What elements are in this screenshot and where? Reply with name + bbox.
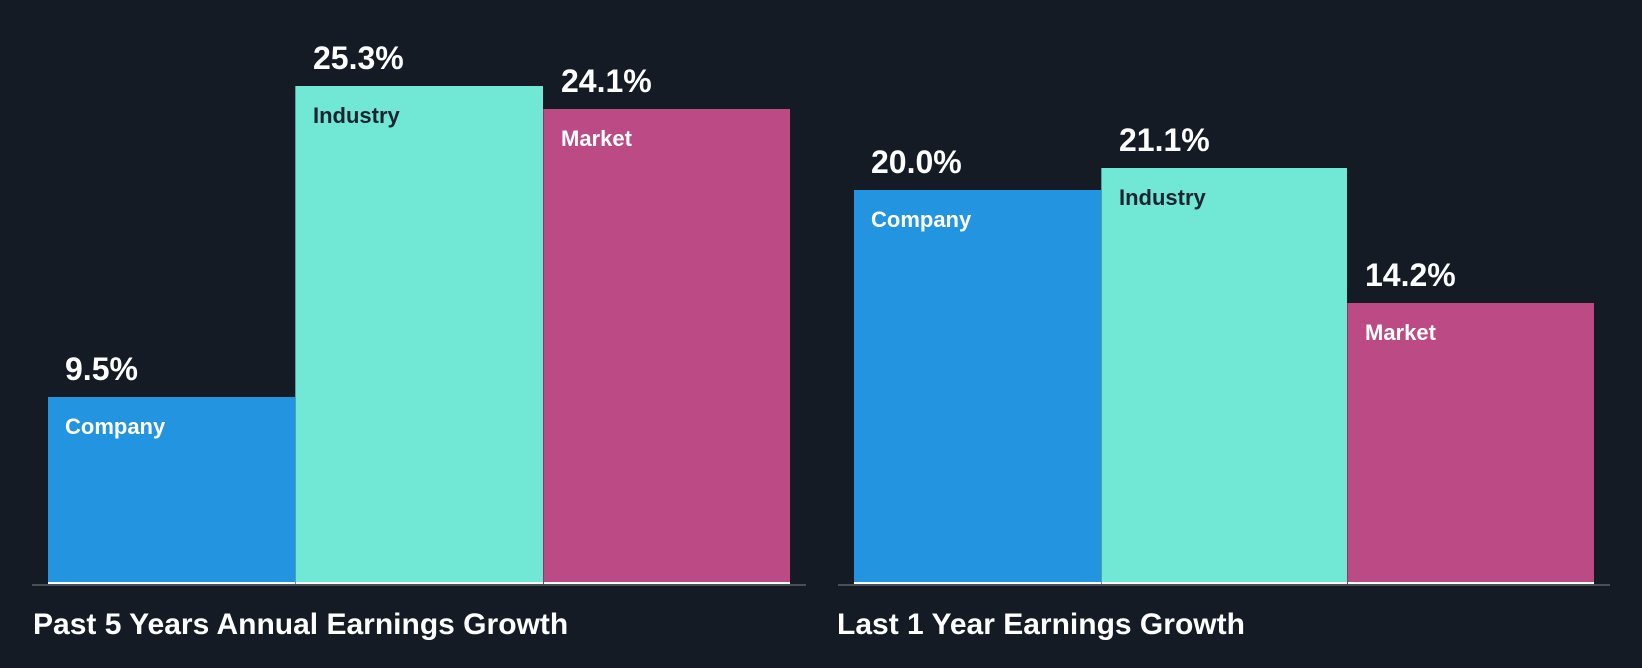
bar-industry: 25.3% Industry xyxy=(295,42,543,584)
bar-value: 25.3% xyxy=(313,40,404,76)
bar-label: Market xyxy=(1365,320,1436,345)
bar-label: Company xyxy=(65,414,166,439)
chart-title: Past 5 Years Annual Earnings Growth xyxy=(33,608,569,641)
bar-label: Market xyxy=(561,126,632,151)
bar-market: 14.2% Market xyxy=(1347,259,1594,584)
bar-value: 20.0% xyxy=(871,144,962,180)
bar-industry: 21.1% Industry xyxy=(1101,124,1347,584)
bar-label: Industry xyxy=(313,103,400,128)
bar-value: 14.2% xyxy=(1365,257,1456,293)
bar-company: 20.0% Company xyxy=(854,146,1101,584)
x-axis-line xyxy=(838,584,1610,586)
bar-value: 21.1% xyxy=(1119,122,1210,158)
x-axis-line xyxy=(32,584,806,586)
chart-past-5-years: 9.5% Company 25.3% Industry 24.1% Market… xyxy=(0,0,820,668)
bar-label: Company xyxy=(871,207,972,232)
bar-market: 24.1% Market xyxy=(543,65,790,584)
bar-value: 24.1% xyxy=(561,63,652,99)
bar-value: 9.5% xyxy=(65,351,138,387)
bar-company: 9.5% Company xyxy=(48,353,295,584)
chart-title: Last 1 Year Earnings Growth xyxy=(837,608,1245,641)
bar-label: Industry xyxy=(1119,185,1206,210)
